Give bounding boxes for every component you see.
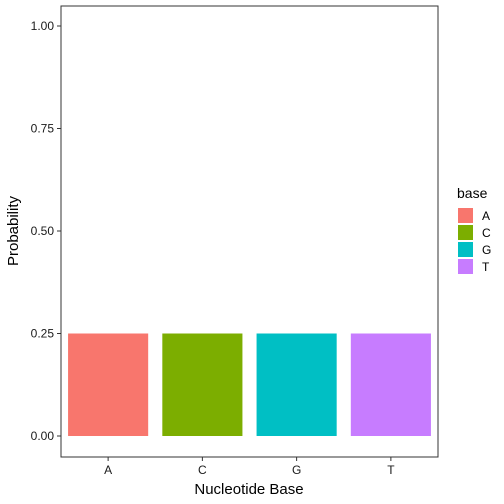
legend-label-C: C (482, 226, 491, 240)
legend-label-T: T (482, 260, 490, 274)
legend-key-T (458, 259, 473, 274)
legend-key-C (458, 225, 473, 240)
bar-G (256, 333, 337, 436)
legend-key-G (458, 242, 473, 257)
y-axis: 0.00 0.25 0.50 0.75 1.00 (31, 19, 61, 443)
bars (68, 333, 431, 436)
bar-A (68, 333, 149, 436)
y-tick-label: 1.00 (31, 19, 55, 33)
x-tick-label: C (198, 463, 207, 477)
legend-title: base (457, 185, 488, 201)
legend-label-G: G (482, 243, 491, 257)
x-tick-label: T (387, 463, 395, 477)
x-axis-title: Nucleotide Base (194, 481, 303, 498)
y-tick-label: 0.00 (31, 429, 55, 443)
bar-C (162, 333, 243, 436)
y-tick-label: 0.75 (31, 122, 55, 136)
legend-label-A: A (482, 209, 490, 223)
x-tick-label: G (292, 463, 301, 477)
bar-T (350, 333, 431, 436)
x-tick-label: A (104, 463, 112, 477)
y-axis-title: Probability (5, 195, 22, 266)
legend-key-A (458, 208, 473, 223)
y-tick-label: 0.50 (31, 224, 55, 238)
y-tick-label: 0.25 (31, 327, 55, 341)
